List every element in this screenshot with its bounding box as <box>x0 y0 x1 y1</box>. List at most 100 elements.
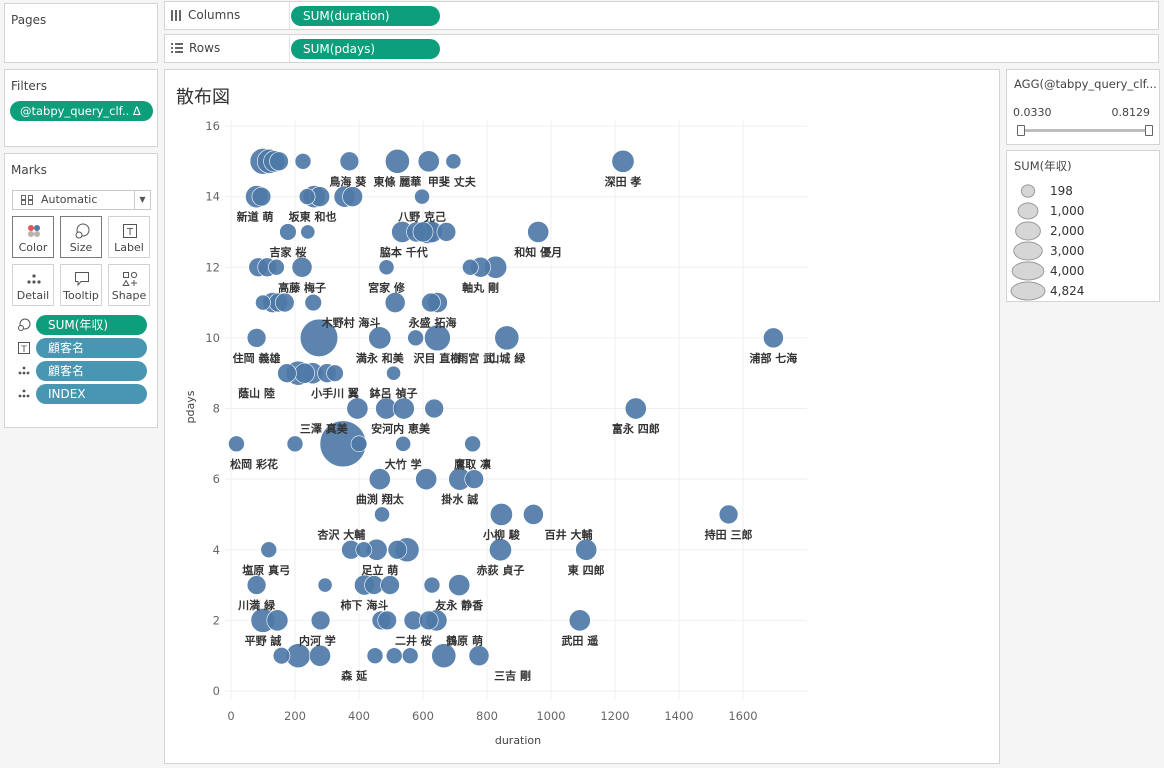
data-point[interactable] <box>417 150 440 173</box>
data-point[interactable] <box>355 541 373 559</box>
data-point[interactable] <box>488 538 512 562</box>
data-point[interactable] <box>423 576 441 594</box>
data-point[interactable] <box>414 188 430 205</box>
data-point[interactable] <box>246 575 267 595</box>
data-point[interactable] <box>300 224 316 240</box>
data-point[interactable] <box>279 223 297 241</box>
size-icon <box>75 223 90 239</box>
filters-shelf[interactable]: Filters @tabpy_query_clf.. Δ <box>4 69 158 147</box>
data-point[interactable] <box>568 609 591 632</box>
data-point[interactable] <box>392 397 415 420</box>
filter-pill[interactable]: @tabpy_query_clf.. Δ <box>10 101 153 121</box>
columns-shelf[interactable]: Columns SUM(duration) <box>164 1 1159 30</box>
label-button[interactable]: T Label <box>108 216 150 258</box>
detail-field-pill[interactable]: 顧客名 <box>36 361 147 381</box>
data-point[interactable] <box>304 293 322 312</box>
data-point[interactable] <box>298 188 316 205</box>
data-point[interactable] <box>763 327 784 349</box>
shape-button[interactable]: Shape <box>108 264 150 306</box>
data-point[interactable] <box>368 468 391 491</box>
detail-icon <box>27 274 41 284</box>
data-point[interactable] <box>464 435 481 453</box>
size-button[interactable]: Size <box>60 216 102 258</box>
data-point[interactable] <box>421 292 441 313</box>
detail-field-pill-2[interactable]: INDEX <box>36 384 147 404</box>
data-point[interactable] <box>494 325 520 351</box>
data-point[interactable] <box>294 153 312 170</box>
data-point[interactable] <box>380 575 400 595</box>
data-point[interactable] <box>385 647 403 664</box>
data-point[interactable] <box>342 186 363 207</box>
tooltip-button[interactable]: Tooltip <box>60 264 102 306</box>
data-point[interactable] <box>350 435 368 453</box>
data-point[interactable] <box>424 324 451 352</box>
data-point[interactable] <box>448 574 471 596</box>
data-point[interactable] <box>377 610 397 631</box>
data-point[interactable] <box>260 541 278 559</box>
data-point[interactable] <box>326 364 344 382</box>
data-point[interactable] <box>424 398 444 419</box>
data-point[interactable] <box>294 362 315 384</box>
data-point[interactable] <box>366 647 384 664</box>
data-point[interactable] <box>384 148 410 174</box>
data-point[interactable] <box>268 258 285 276</box>
data-point[interactable] <box>575 538 598 561</box>
data-point[interactable] <box>624 397 647 420</box>
data-point[interactable] <box>255 294 271 311</box>
data-point[interactable] <box>523 504 544 525</box>
data-point[interactable] <box>386 365 401 381</box>
data-point[interactable] <box>378 259 395 276</box>
data-point[interactable] <box>387 540 408 560</box>
data-point[interactable] <box>401 647 419 664</box>
data-point[interactable] <box>277 363 297 383</box>
data-point[interactable] <box>317 577 333 593</box>
data-point[interactable] <box>611 149 635 173</box>
data-point[interactable] <box>445 153 462 170</box>
data-point[interactable] <box>407 329 424 347</box>
data-point[interactable] <box>464 469 484 489</box>
data-point[interactable] <box>251 186 272 207</box>
data-point[interactable] <box>412 221 434 243</box>
data-point[interactable] <box>462 258 479 276</box>
data-point[interactable] <box>431 643 457 669</box>
data-point[interactable] <box>228 435 245 453</box>
data-point[interactable] <box>395 435 412 452</box>
label-field-pill[interactable]: 顧客名 <box>36 338 147 358</box>
range-slider-track[interactable] <box>1021 129 1149 132</box>
data-point[interactable] <box>718 504 739 525</box>
data-point[interactable] <box>291 256 313 278</box>
range-slider-min-handle[interactable] <box>1017 125 1025 136</box>
data-point[interactable] <box>468 645 490 667</box>
data-point[interactable] <box>384 292 406 313</box>
detail-button[interactable]: Detail <box>12 264 54 306</box>
data-point[interactable] <box>368 326 392 350</box>
data-point[interactable] <box>436 222 457 242</box>
data-point[interactable] <box>309 644 331 667</box>
data-point[interactable] <box>246 328 267 348</box>
filters-title: Filters <box>11 79 47 93</box>
data-point[interactable] <box>275 292 295 313</box>
data-point[interactable] <box>339 151 360 172</box>
data-point[interactable] <box>374 506 390 523</box>
data-point[interactable] <box>286 435 304 453</box>
color-button[interactable]: Color <box>12 216 54 258</box>
data-point[interactable] <box>310 610 331 631</box>
mark-type-dropdown[interactable]: Automatic ▼ <box>12 190 151 210</box>
pages-shelf[interactable]: Pages <box>4 3 158 63</box>
data-point[interactable] <box>419 610 439 631</box>
scatter-chart[interactable]: 散布図 0 2 4 6 8 10 12 14 16 0 200 400 600 800 1000 1200 1… <box>165 70 999 763</box>
chevron-down-icon[interactable]: ▼ <box>134 191 150 209</box>
data-point[interactable] <box>269 151 289 172</box>
data-point[interactable] <box>527 221 550 243</box>
data-point[interactable] <box>415 468 438 491</box>
data-point[interactable] <box>299 318 339 357</box>
size-field-pill[interactable]: SUM(年収) <box>36 315 147 335</box>
columns-pill[interactable]: SUM(duration) <box>291 6 440 26</box>
rows-pill[interactable]: SUM(pdays) <box>291 39 440 59</box>
data-point[interactable] <box>346 397 369 420</box>
rows-shelf[interactable]: Rows SUM(pdays) <box>164 34 1159 63</box>
range-slider-max-handle[interactable] <box>1145 125 1153 136</box>
data-point[interactable] <box>489 502 513 526</box>
data-point[interactable] <box>266 609 289 632</box>
data-point[interactable] <box>272 647 291 665</box>
